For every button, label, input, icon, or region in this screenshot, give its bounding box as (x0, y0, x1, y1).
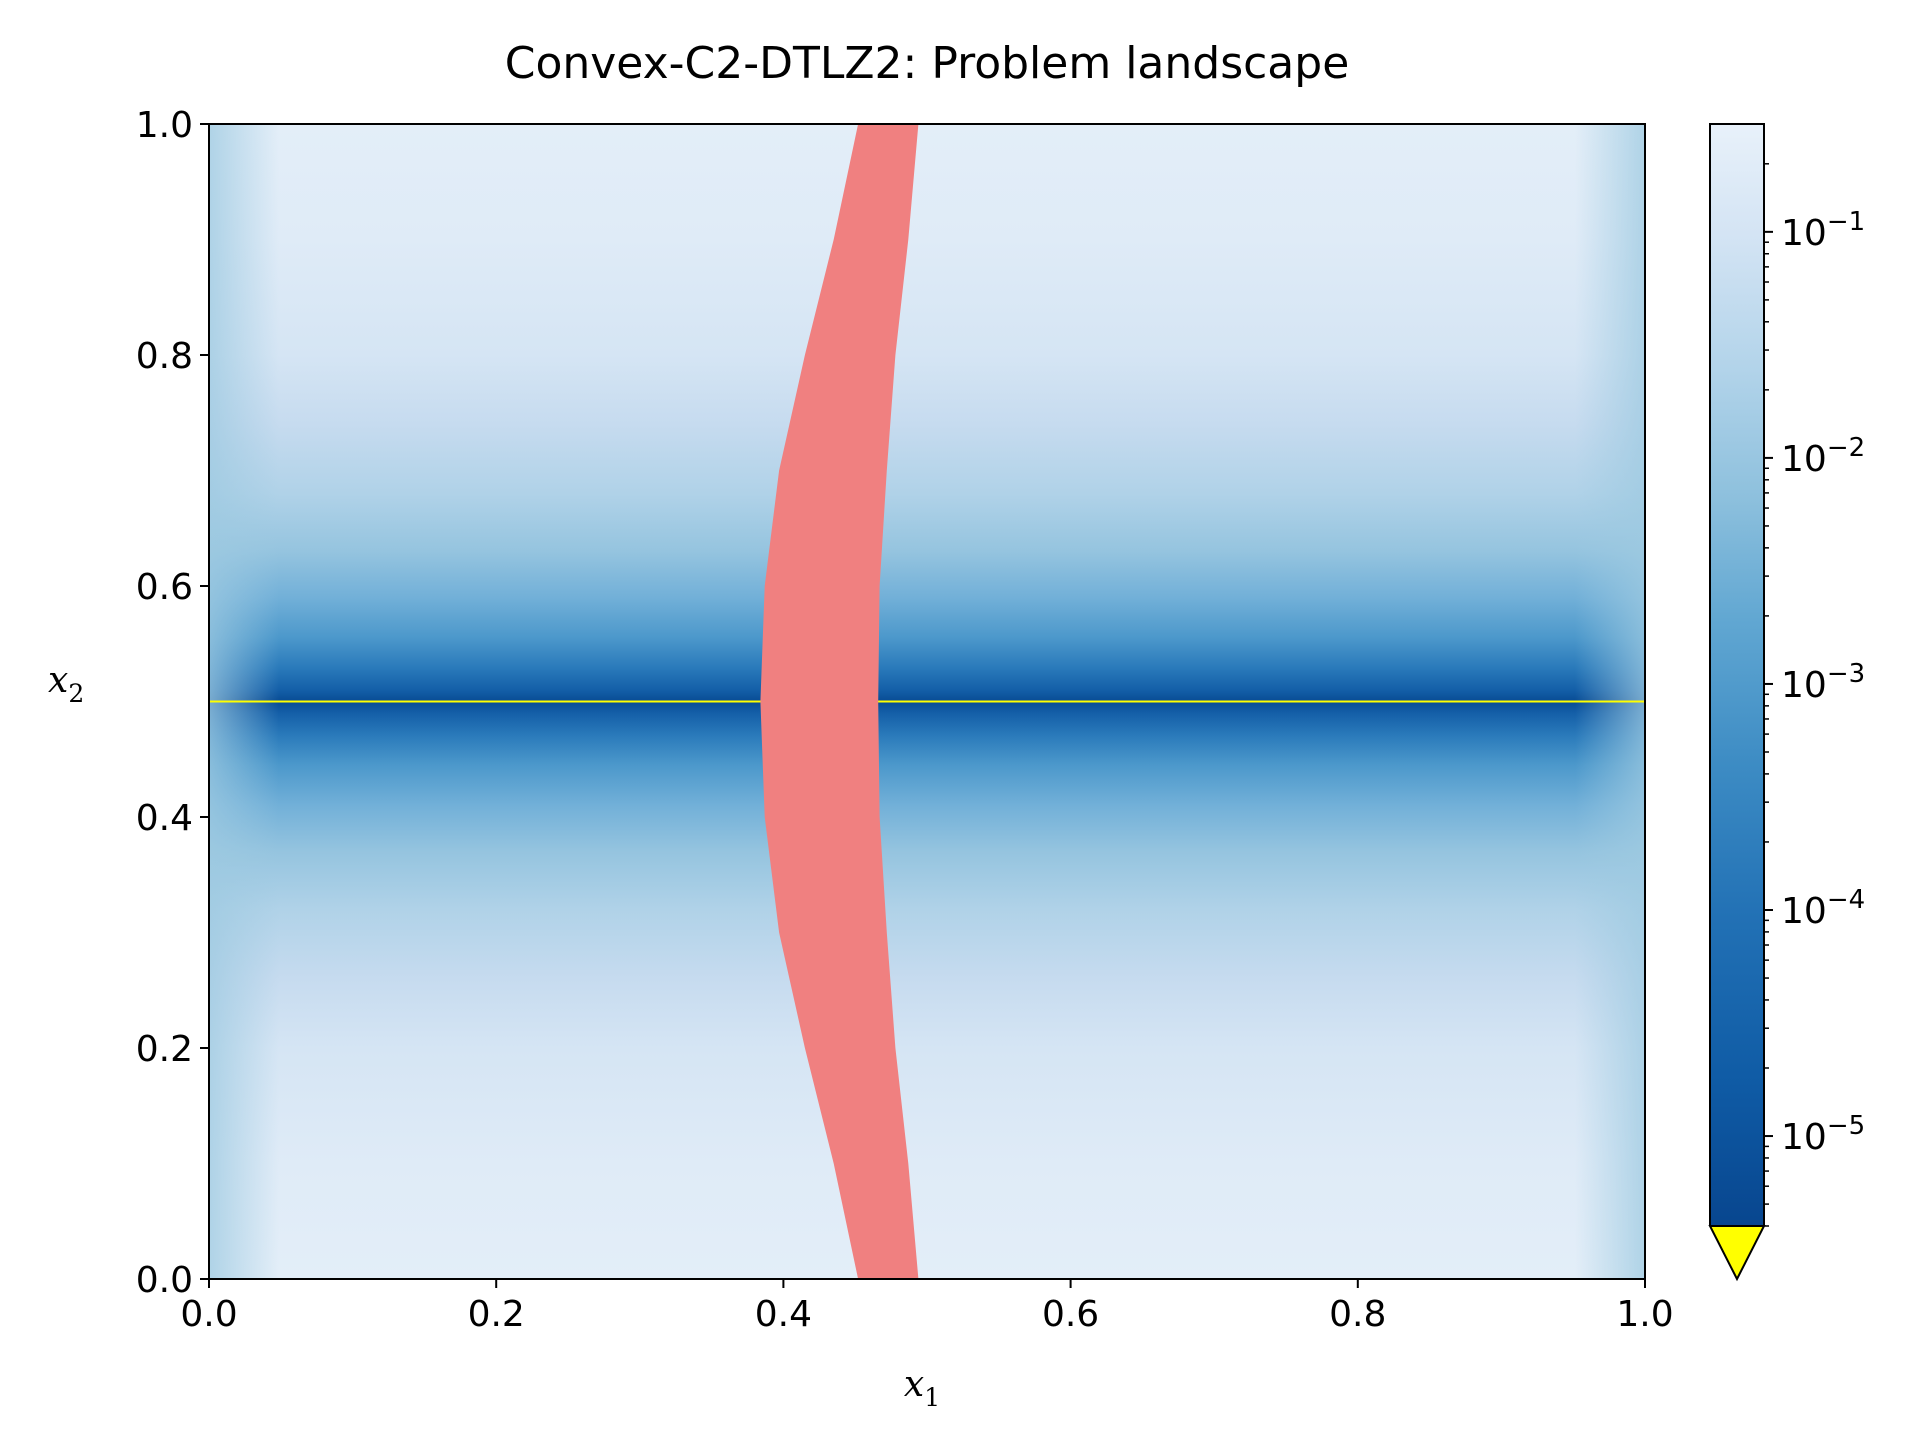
y-tick-label: 0.4 (136, 798, 193, 839)
y-tick-label: 0.0 (136, 1260, 193, 1301)
colorbar-tick-label: 10−3 (1781, 659, 1865, 706)
y-axis-label-var: x (48, 660, 68, 701)
colorbar-under-extension (1708, 1225, 1766, 1282)
y-tick-label: 0.6 (136, 567, 193, 608)
x-tick-label: 0.2 (468, 1294, 525, 1335)
y-tick-label: 1.0 (136, 105, 193, 146)
y-tick-label: 0.2 (136, 1029, 193, 1070)
x-axis-label-sub: 1 (924, 1383, 940, 1412)
colorbar-outline (1709, 123, 1765, 1226)
colorbar: 10−5 10−4 10−3 10−2 10−1 (1708, 123, 1865, 1282)
y-axis-label-sub: 2 (68, 679, 84, 708)
colorbar-ticks: 10−5 10−4 10−3 10−2 10−1 (1764, 163, 1865, 1227)
y-axis-label: x2 (48, 660, 84, 708)
x-tick-label: 0.8 (1329, 1294, 1386, 1335)
y-axis-ticks: 0.0 0.2 0.4 0.6 0.8 1.0 (136, 105, 209, 1301)
colorbar-body (1710, 124, 1764, 1226)
x-tick-label: 0.0 (180, 1294, 237, 1335)
plot-area (209, 124, 1645, 1279)
x-axis-label: x1 (904, 1364, 940, 1412)
x-tick-label: 0.4 (755, 1294, 812, 1335)
infeasible-region (760, 124, 919, 1279)
x-tick-label: 0.6 (1042, 1294, 1099, 1335)
x-axis-label-var: x (904, 1364, 924, 1405)
x-axis-ticks: 0.0 0.2 0.4 0.6 0.8 1.0 (180, 1279, 1674, 1335)
colorbar-tick-label: 10−2 (1781, 433, 1865, 480)
y-tick-label: 0.8 (136, 336, 193, 377)
chart-title: Convex-C2-DTLZ2: Problem landscape (505, 38, 1350, 89)
colorbar-tick-label: 10−5 (1781, 1111, 1865, 1158)
plot-frame (208, 123, 1646, 1280)
colorbar-tick-label: 10−4 (1781, 885, 1865, 932)
colorbar-tick-label: 10−1 (1781, 207, 1865, 254)
x-tick-label: 1.0 (1616, 1294, 1673, 1335)
